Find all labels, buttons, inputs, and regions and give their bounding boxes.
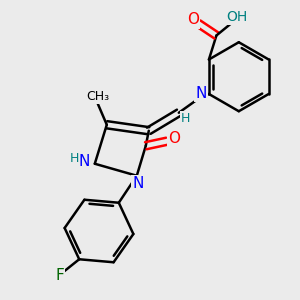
Text: H: H <box>181 112 190 124</box>
Text: OH: OH <box>226 10 247 24</box>
Text: F: F <box>55 268 64 283</box>
Text: N: N <box>196 86 207 101</box>
Text: O: O <box>168 131 180 146</box>
Text: O: O <box>187 12 199 27</box>
Text: H: H <box>70 152 79 165</box>
Text: CH₃: CH₃ <box>86 90 110 103</box>
Text: N: N <box>133 176 144 191</box>
Text: N: N <box>79 154 90 169</box>
